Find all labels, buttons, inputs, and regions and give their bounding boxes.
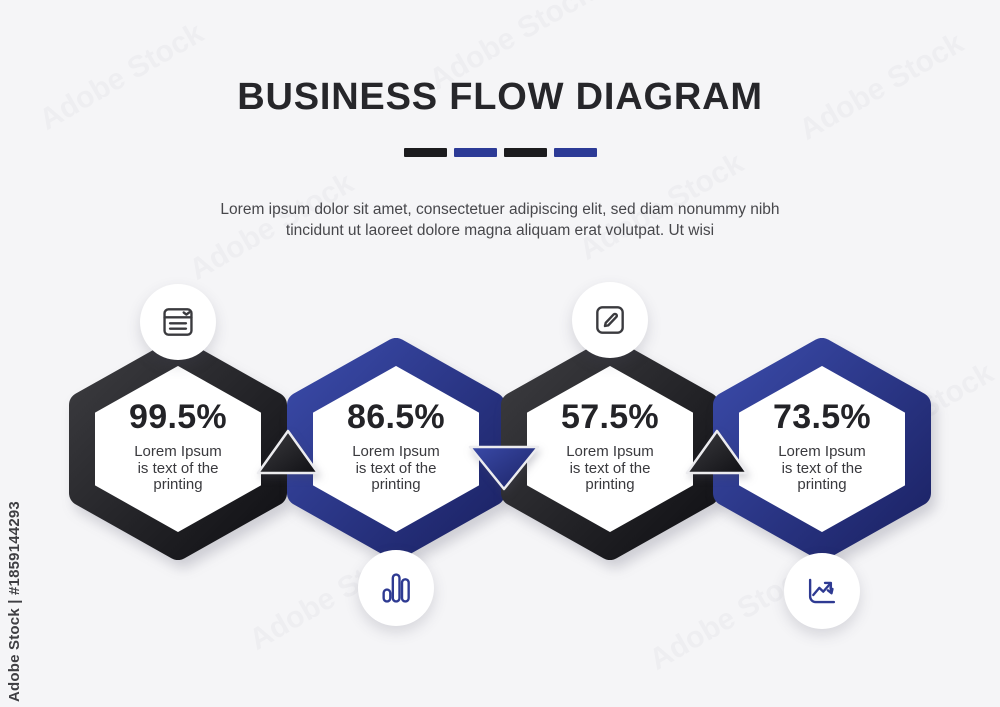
desc-line: printing [371, 476, 421, 493]
step-3-value: 57.5% [561, 398, 659, 436]
desc-line: Lorem Ipsum [566, 443, 654, 460]
step-4-description: Lorem Ipsum is text of the printing [737, 443, 907, 494]
step-4-text: 73.5% Lorem Ipsum is text of the printin… [737, 398, 907, 494]
divider-dash [503, 148, 547, 157]
desc-line: printing [585, 476, 635, 493]
hexagon-step-4 [713, 338, 931, 560]
connector-arrow-up-2 [685, 429, 749, 475]
notes-icon [163, 308, 193, 336]
line-chart-icon [808, 578, 836, 604]
connector-arrow-down [468, 445, 540, 491]
hexagon-step-2 [287, 338, 505, 560]
watermark-credit: Adobe Stock | #1859144293 [6, 501, 23, 702]
icon-badge-step-2 [358, 550, 434, 626]
icon-badge-step-3 [572, 282, 648, 358]
hexagon-step-1 [69, 338, 287, 560]
desc-line: is text of the [137, 459, 219, 477]
page-title: BUSINESS FLOW DIAGRAM [237, 76, 763, 118]
desc-line: Lorem Ipsum [352, 443, 440, 460]
step-3-description: Lorem Ipsum is text of the printing [525, 443, 695, 494]
step-3-text: 57.5% Lorem Ipsum is text of the printin… [525, 398, 695, 494]
connector-arrow-up-1 [256, 429, 320, 475]
desc-line: is text of the [569, 459, 651, 477]
divider-dash [403, 148, 447, 157]
step-1-description: Lorem Ipsum is text of the printing [93, 443, 263, 494]
icon-badge-step-4 [784, 553, 860, 629]
desc-line: printing [153, 476, 203, 493]
desc-line: is text of the [355, 459, 437, 477]
icon-badge-step-1 [140, 284, 216, 360]
step-1-value: 99.5% [129, 398, 227, 436]
intro-line: tincidunt ut laoreet dolore magna aliqua… [285, 221, 715, 239]
divider-dash [553, 148, 597, 157]
divider-dash [453, 148, 497, 157]
step-4-value: 73.5% [773, 398, 871, 436]
step-2-text: 86.5% Lorem Ipsum is text of the printin… [311, 398, 481, 494]
hexagon-step-3 [501, 338, 719, 560]
step-2-description: Lorem Ipsum is text of the printing [311, 443, 481, 494]
intro-paragraph: Lorem ipsum dolor sit amet, consectetuer… [0, 199, 1000, 241]
bar-chart-icon [382, 573, 410, 603]
desc-line: printing [797, 476, 847, 493]
step-1-text: 99.5% Lorem Ipsum is text of the printin… [93, 398, 263, 494]
title-divider [0, 148, 1000, 157]
desc-line: is text of the [781, 459, 863, 477]
edit-icon [596, 306, 624, 334]
intro-line: Lorem ipsum dolor sit amet, consectetuer… [220, 200, 780, 218]
desc-line: Lorem Ipsum [134, 443, 222, 460]
step-2-value: 86.5% [347, 398, 445, 436]
desc-line: Lorem Ipsum [778, 443, 866, 460]
